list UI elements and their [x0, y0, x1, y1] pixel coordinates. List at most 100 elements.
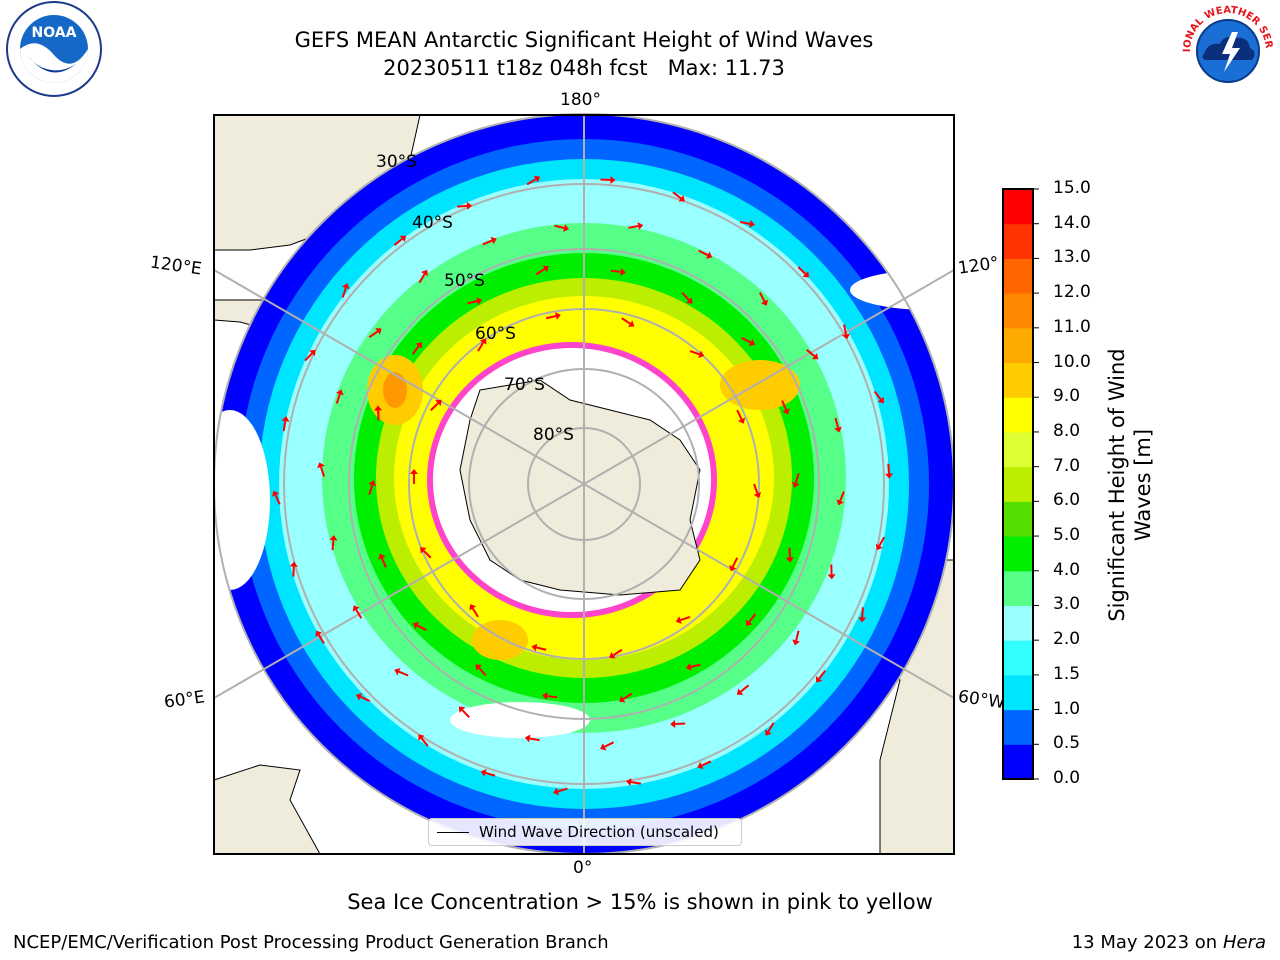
- colorbar-tick-label: 4.0: [1053, 559, 1081, 580]
- wave-arrow-shaft: [604, 741, 615, 748]
- wave-arrow-shaft: [467, 300, 478, 305]
- colorbar-segment: [1003, 674, 1033, 711]
- colorbar-segment: [1003, 362, 1033, 398]
- wave-arrow-head: [479, 338, 487, 345]
- wave-arrow-head: [827, 574, 836, 580]
- wave-arrow-head: [626, 778, 632, 786]
- parallel-label-30s: 30°S: [376, 152, 417, 172]
- parallel-label-50s: 50°S: [444, 271, 485, 291]
- wave-arrow-shaft: [536, 646, 547, 651]
- wave-arrow-head: [352, 605, 360, 612]
- wave-arrow-head: [542, 692, 548, 701]
- wave-arrow-shaft: [317, 634, 325, 644]
- colorbar-segment: [1003, 466, 1033, 502]
- wave-arrow-shaft: [477, 342, 485, 352]
- wave-arrow-shaft: [482, 239, 493, 246]
- wave-arrow-head: [412, 621, 420, 630]
- colorbar-segment: [1003, 709, 1033, 745]
- wave-arrow-shaft: [758, 292, 766, 302]
- wave-arrow-head: [698, 350, 705, 359]
- wave-arrow-shaft: [422, 550, 432, 559]
- colorbar-tick-label: 12.0: [1053, 282, 1091, 303]
- wave-arrow-head: [628, 320, 635, 328]
- wave-arrow-head: [791, 481, 800, 488]
- wave-arrow-shaft: [320, 466, 326, 477]
- colorbar-tick-label: 11.0: [1053, 316, 1091, 337]
- parallel-label-70s: 70°S: [504, 375, 545, 395]
- meridian-label-0: 0°: [573, 858, 593, 878]
- wave-arrow-shaft: [411, 345, 420, 355]
- wave-arrow-shaft: [557, 787, 568, 793]
- wave-arrow-head: [418, 734, 425, 741]
- wave-arrow-head: [764, 729, 772, 736]
- wave-arrow-shaft: [612, 648, 623, 657]
- wave-arrow-head: [555, 312, 561, 320]
- wave-arrow-shaft: [381, 557, 387, 568]
- legend-label: Wind Wave Direction (unscaled): [479, 823, 719, 841]
- wave-arrow-head: [802, 271, 809, 278]
- wave-arrow-head: [748, 338, 756, 347]
- wave-arrow-shaft: [341, 287, 347, 298]
- wave-arrow-head: [670, 720, 676, 729]
- nws-logo: NATIONAL WEATHER SERVICE: [1174, 0, 1278, 106]
- colorbar: [1002, 188, 1039, 780]
- wave-arrow-shaft: [843, 324, 847, 335]
- wave-arrow-shaft: [418, 273, 426, 284]
- wave-arrow-shaft: [485, 771, 496, 777]
- grid-meridians: [214, 115, 954, 854]
- colorbar-segment: [1003, 223, 1033, 259]
- wave-arrow-shaft: [368, 330, 379, 339]
- wave-arrow-shaft: [878, 536, 886, 547]
- wave-arrow-head: [317, 462, 325, 469]
- colorbar-segment: [1003, 640, 1033, 676]
- wave-arrow-shaft: [600, 178, 611, 181]
- colorbar-tick-label: 1.0: [1053, 698, 1081, 719]
- colorbar-tick-label: 7.0: [1053, 455, 1081, 476]
- wave-arrow-shaft: [622, 692, 633, 700]
- colorbar-segment: [1003, 189, 1033, 225]
- wave-arrow-head: [415, 342, 422, 349]
- wave-arrow-shaft: [416, 624, 427, 632]
- colorbar-label: Significant Height of Wind Waves [m]: [1105, 348, 1155, 622]
- wave-arrow-head: [610, 175, 616, 184]
- colorbar-segment: [1003, 431, 1033, 468]
- wave-arrow-shaft: [797, 266, 807, 275]
- wave-arrow-shaft: [529, 737, 540, 742]
- wave-arrow-shaft: [368, 484, 374, 495]
- wave-arrow-shaft: [739, 221, 751, 225]
- wave-arrow-head: [476, 297, 483, 305]
- footer-date-text: 13 May 2023 on: [1071, 932, 1218, 953]
- wave-arrow-shaft: [681, 292, 690, 301]
- colorbar-segment: [1003, 327, 1033, 364]
- wave-arrow-head: [410, 469, 418, 474]
- wave-arrow-head: [619, 695, 626, 703]
- wave-arrow-head: [620, 267, 626, 276]
- wave-arrow-shaft: [461, 709, 470, 718]
- colorbar-segment: [1003, 258, 1033, 294]
- wave-arrow-shaft: [304, 352, 313, 362]
- wave-arrow-shaft: [740, 684, 750, 693]
- wave-arrow-head: [435, 399, 442, 407]
- wave-arrow-shaft: [731, 557, 739, 568]
- wave-arrow-head: [737, 417, 746, 424]
- colorbar-segment: [1003, 570, 1033, 606]
- wave-arrow-head: [875, 543, 883, 551]
- legend-line: [437, 832, 469, 833]
- wave-arrow-head: [815, 676, 823, 683]
- wave-arrow-head: [336, 389, 344, 396]
- wave-arrow-head: [378, 553, 386, 560]
- colorbar-tick-label: 0.0: [1053, 768, 1081, 788]
- map-frame: [213, 114, 955, 855]
- wave-arrow-head: [760, 299, 769, 306]
- colorbar-tick-label: 14.0: [1053, 212, 1091, 233]
- chart-title: GEFS MEAN Antarctic Significant Height o…: [294, 28, 874, 52]
- wave-arrow-head: [469, 604, 477, 611]
- wave-arrow-shaft: [887, 463, 890, 474]
- chart-subtitle: 20230511 t18z 048h fcst Max: 11.73: [383, 56, 785, 80]
- wave-arrow-head: [490, 236, 497, 245]
- wave-arrow-shaft: [806, 349, 816, 357]
- wave-arrow-head: [836, 499, 844, 506]
- wave-arrow-head: [834, 426, 842, 433]
- wave-arrow-head: [531, 643, 538, 652]
